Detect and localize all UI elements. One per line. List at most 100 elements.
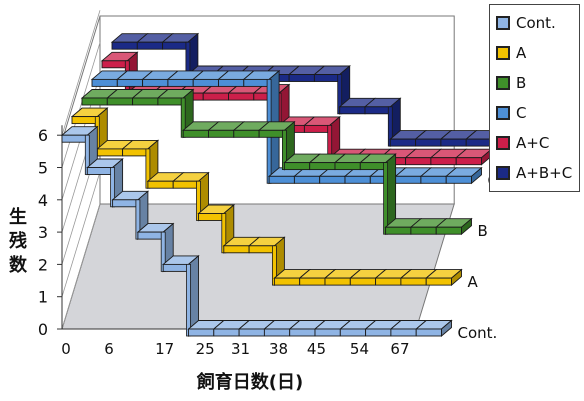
- ribbon-face: [364, 106, 391, 115]
- ribbon-end-cap: [461, 217, 472, 236]
- ribbon-riser-face: [186, 263, 191, 337]
- series-cont-: [60, 125, 453, 337]
- series-end-label: B: [478, 222, 488, 240]
- ribbon-face: [273, 277, 301, 286]
- ribbon-face: [71, 116, 98, 125]
- ribbon-face: [410, 226, 437, 235]
- ribbon-face: [309, 162, 336, 171]
- y-tick-label: 1: [38, 288, 48, 307]
- series-end-label: Cont.: [458, 324, 498, 342]
- legend-item: A: [496, 41, 526, 65]
- ribbon-face: [136, 41, 164, 50]
- ribbon-face: [162, 263, 189, 272]
- ribbon-face: [142, 78, 169, 87]
- ribbon-face: [61, 134, 88, 143]
- ribbon-face: [116, 78, 144, 87]
- ribbon-face: [106, 97, 134, 106]
- ribbon-face: [268, 175, 295, 184]
- ribbon-face: [344, 175, 371, 184]
- ribbon-face: [339, 328, 367, 337]
- ribbon-face: [324, 277, 351, 286]
- ribbon-face: [415, 138, 442, 147]
- legend-item: A+C: [496, 131, 549, 155]
- ribbon-face: [389, 138, 417, 147]
- legend: Cont. A B C A+C A+B+C: [489, 4, 580, 192]
- ribbon-face: [465, 138, 492, 147]
- y-gridline: [61, 171, 101, 297]
- x-tick-label: 31: [231, 340, 250, 358]
- ribbon-face: [258, 129, 285, 138]
- ribbon-face: [91, 78, 118, 87]
- ribbon-face: [425, 277, 452, 286]
- ribbon-face: [172, 180, 199, 189]
- series-end-label: A: [468, 273, 479, 291]
- ribbon-face: [395, 175, 422, 184]
- ribbon-face: [248, 245, 275, 254]
- ribbon-face: [162, 41, 189, 50]
- ribbon-face: [385, 226, 412, 235]
- series-b: [80, 88, 473, 236]
- legend-swatch: [496, 16, 510, 30]
- ribbon-face: [192, 78, 219, 87]
- legend-label: Cont.: [516, 14, 556, 32]
- ribbon-face: [349, 277, 377, 286]
- ribbon-face: [238, 328, 265, 337]
- x-tick-label: 67: [390, 340, 409, 358]
- y-tick-label: 2: [38, 255, 48, 274]
- ribbon-end-cap: [471, 166, 482, 185]
- ribbon-face: [400, 277, 427, 286]
- x-tick-label: 45: [307, 340, 326, 358]
- ribbon-face: [233, 129, 260, 138]
- ribbon-face: [314, 328, 341, 337]
- ribbon-face: [198, 213, 225, 221]
- ribbon-face: [188, 328, 215, 337]
- legend-label: A+C: [516, 134, 550, 152]
- ribbon-face: [101, 60, 128, 69]
- legend-swatch: [496, 76, 510, 90]
- ribbon-face: [445, 175, 472, 184]
- y-tick-label: 3: [38, 223, 48, 242]
- x-axis-label: 飼育日数(日): [196, 372, 304, 393]
- ribbon-face: [313, 74, 341, 82]
- ribbon-face: [405, 157, 432, 166]
- x-tick-label: 54: [350, 340, 369, 358]
- legend-swatch: [496, 46, 510, 60]
- ribbon-face: [359, 162, 387, 171]
- legend-swatch: [496, 166, 510, 180]
- ribbon-face: [283, 162, 311, 171]
- ribbon-face: [218, 78, 245, 87]
- legend-label: A+B+C: [516, 164, 573, 182]
- ribbon-face: [228, 92, 255, 101]
- series-layer: [60, 32, 503, 337]
- ribbon-face: [81, 97, 108, 106]
- ribbon-riser-face: [383, 162, 389, 235]
- ribbon-face: [243, 78, 270, 87]
- ribbon-face: [167, 78, 194, 87]
- ribbon-face: [415, 328, 442, 337]
- ribbon-face: [420, 175, 447, 184]
- y-tick-label: 5: [38, 159, 48, 178]
- ribbon-end-cap: [441, 319, 452, 337]
- ribbon-face: [455, 157, 482, 166]
- y-gridline: [61, 42, 101, 168]
- ribbon-face: [440, 138, 467, 147]
- ribbon-face: [289, 328, 316, 337]
- legend-item: Cont.: [496, 11, 556, 35]
- legend-label: B: [516, 74, 527, 92]
- ribbon-face: [157, 97, 184, 106]
- ribbon-face: [390, 328, 417, 337]
- ribbon-face: [293, 175, 321, 184]
- legend-item: B: [496, 71, 526, 95]
- y-tick-label: 0: [38, 320, 48, 339]
- ribbon-face: [111, 41, 138, 50]
- legend-swatch: [496, 136, 510, 150]
- x-tick-label: 0: [61, 340, 71, 358]
- ribbon-face: [132, 97, 159, 106]
- ribbon-face: [96, 148, 124, 157]
- ribbon-face: [288, 74, 315, 82]
- legend-label: C: [516, 104, 527, 122]
- ribbon-face: [182, 129, 209, 138]
- y-axis-label: 生残数: [9, 207, 27, 276]
- x-tick-label: 38: [269, 340, 288, 358]
